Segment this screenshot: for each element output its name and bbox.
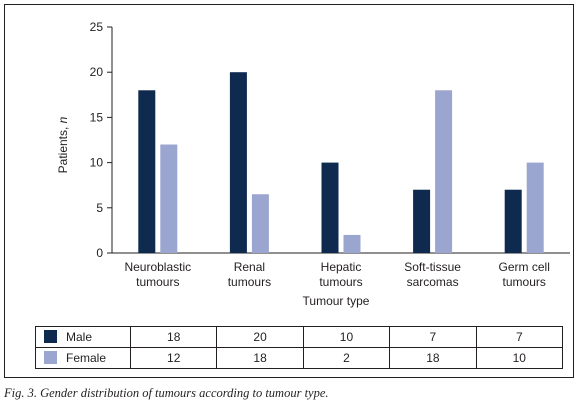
legend-swatch (44, 351, 57, 364)
category-label: Renal tumours (228, 260, 271, 289)
bar-male (504, 189, 522, 253)
category-label-line: Hepatic (321, 260, 362, 274)
legend-swatch (44, 330, 57, 343)
category-label-line: tumours (503, 275, 546, 289)
y-tick-label: 5 (96, 201, 103, 215)
category-label-line: tumours (228, 275, 271, 289)
figure-frame: 0 5 10 15 20 25 Neuroblastic tumours Renal tumou… (4, 4, 574, 378)
category-label-line: tumours (319, 275, 362, 289)
table-cell: 10 (475, 347, 564, 369)
data-table: Male 18 20 10 7 7 Female 12 18 2 18 10 (35, 326, 564, 369)
y-tick-label: 10 (90, 156, 104, 170)
y-tick-label: 20 (90, 65, 104, 79)
legend-entry: Male (35, 326, 131, 348)
bars (138, 72, 544, 253)
category-label-line: Germ cell (499, 260, 550, 274)
y-tick-label: 25 (90, 20, 104, 34)
category-label-line: sarcomas (407, 275, 459, 289)
category-label-line: Soft-tissue (404, 260, 461, 274)
category-label: Neuroblastic tumours (124, 260, 191, 289)
figure-caption: Fig. 3. Gender distribution of tumours a… (4, 386, 329, 400)
y-tick-label: 0 (96, 246, 103, 260)
bar-female (160, 144, 178, 253)
bar-female (526, 162, 544, 253)
table-cell: 7 (475, 326, 564, 348)
table-cell: 2 (302, 347, 391, 369)
category-label: Germ cell tumours (499, 260, 550, 289)
table-row: Female 12 18 2 18 10 (35, 347, 564, 369)
table-row: Male 18 20 10 7 7 (35, 326, 564, 348)
bar-male (413, 189, 431, 253)
table-cell: 20 (216, 326, 304, 348)
table-cell: 18 (389, 347, 477, 369)
table-cell: 12 (129, 347, 218, 369)
category-label-line: Renal (234, 260, 265, 274)
y-axis: 0 5 10 15 20 25 (90, 20, 113, 260)
legend-label: Female (66, 351, 107, 365)
bar-male (138, 90, 156, 253)
bar-female (251, 194, 269, 253)
table-cell: 7 (389, 326, 477, 348)
bar-female (343, 234, 361, 253)
bar-male (321, 162, 339, 253)
bar-female (435, 90, 453, 253)
table-cell: 18 (216, 347, 304, 369)
x-axis-title: Tumour type (303, 294, 370, 308)
category-label: Soft-tissue sarcomas (404, 260, 461, 289)
y-axis-title: Patients, n (56, 116, 70, 173)
table-cell: 18 (129, 326, 218, 348)
legend-label: Male (66, 330, 93, 344)
table-cell: 10 (302, 326, 391, 348)
y-tick-label: 15 (90, 110, 104, 124)
category-label: Hepatic tumours (319, 260, 362, 289)
category-label-line: Neuroblastic (124, 260, 191, 274)
category-label-line: tumours (136, 275, 179, 289)
bar-male (229, 72, 247, 253)
legend-entry: Female (35, 347, 131, 369)
